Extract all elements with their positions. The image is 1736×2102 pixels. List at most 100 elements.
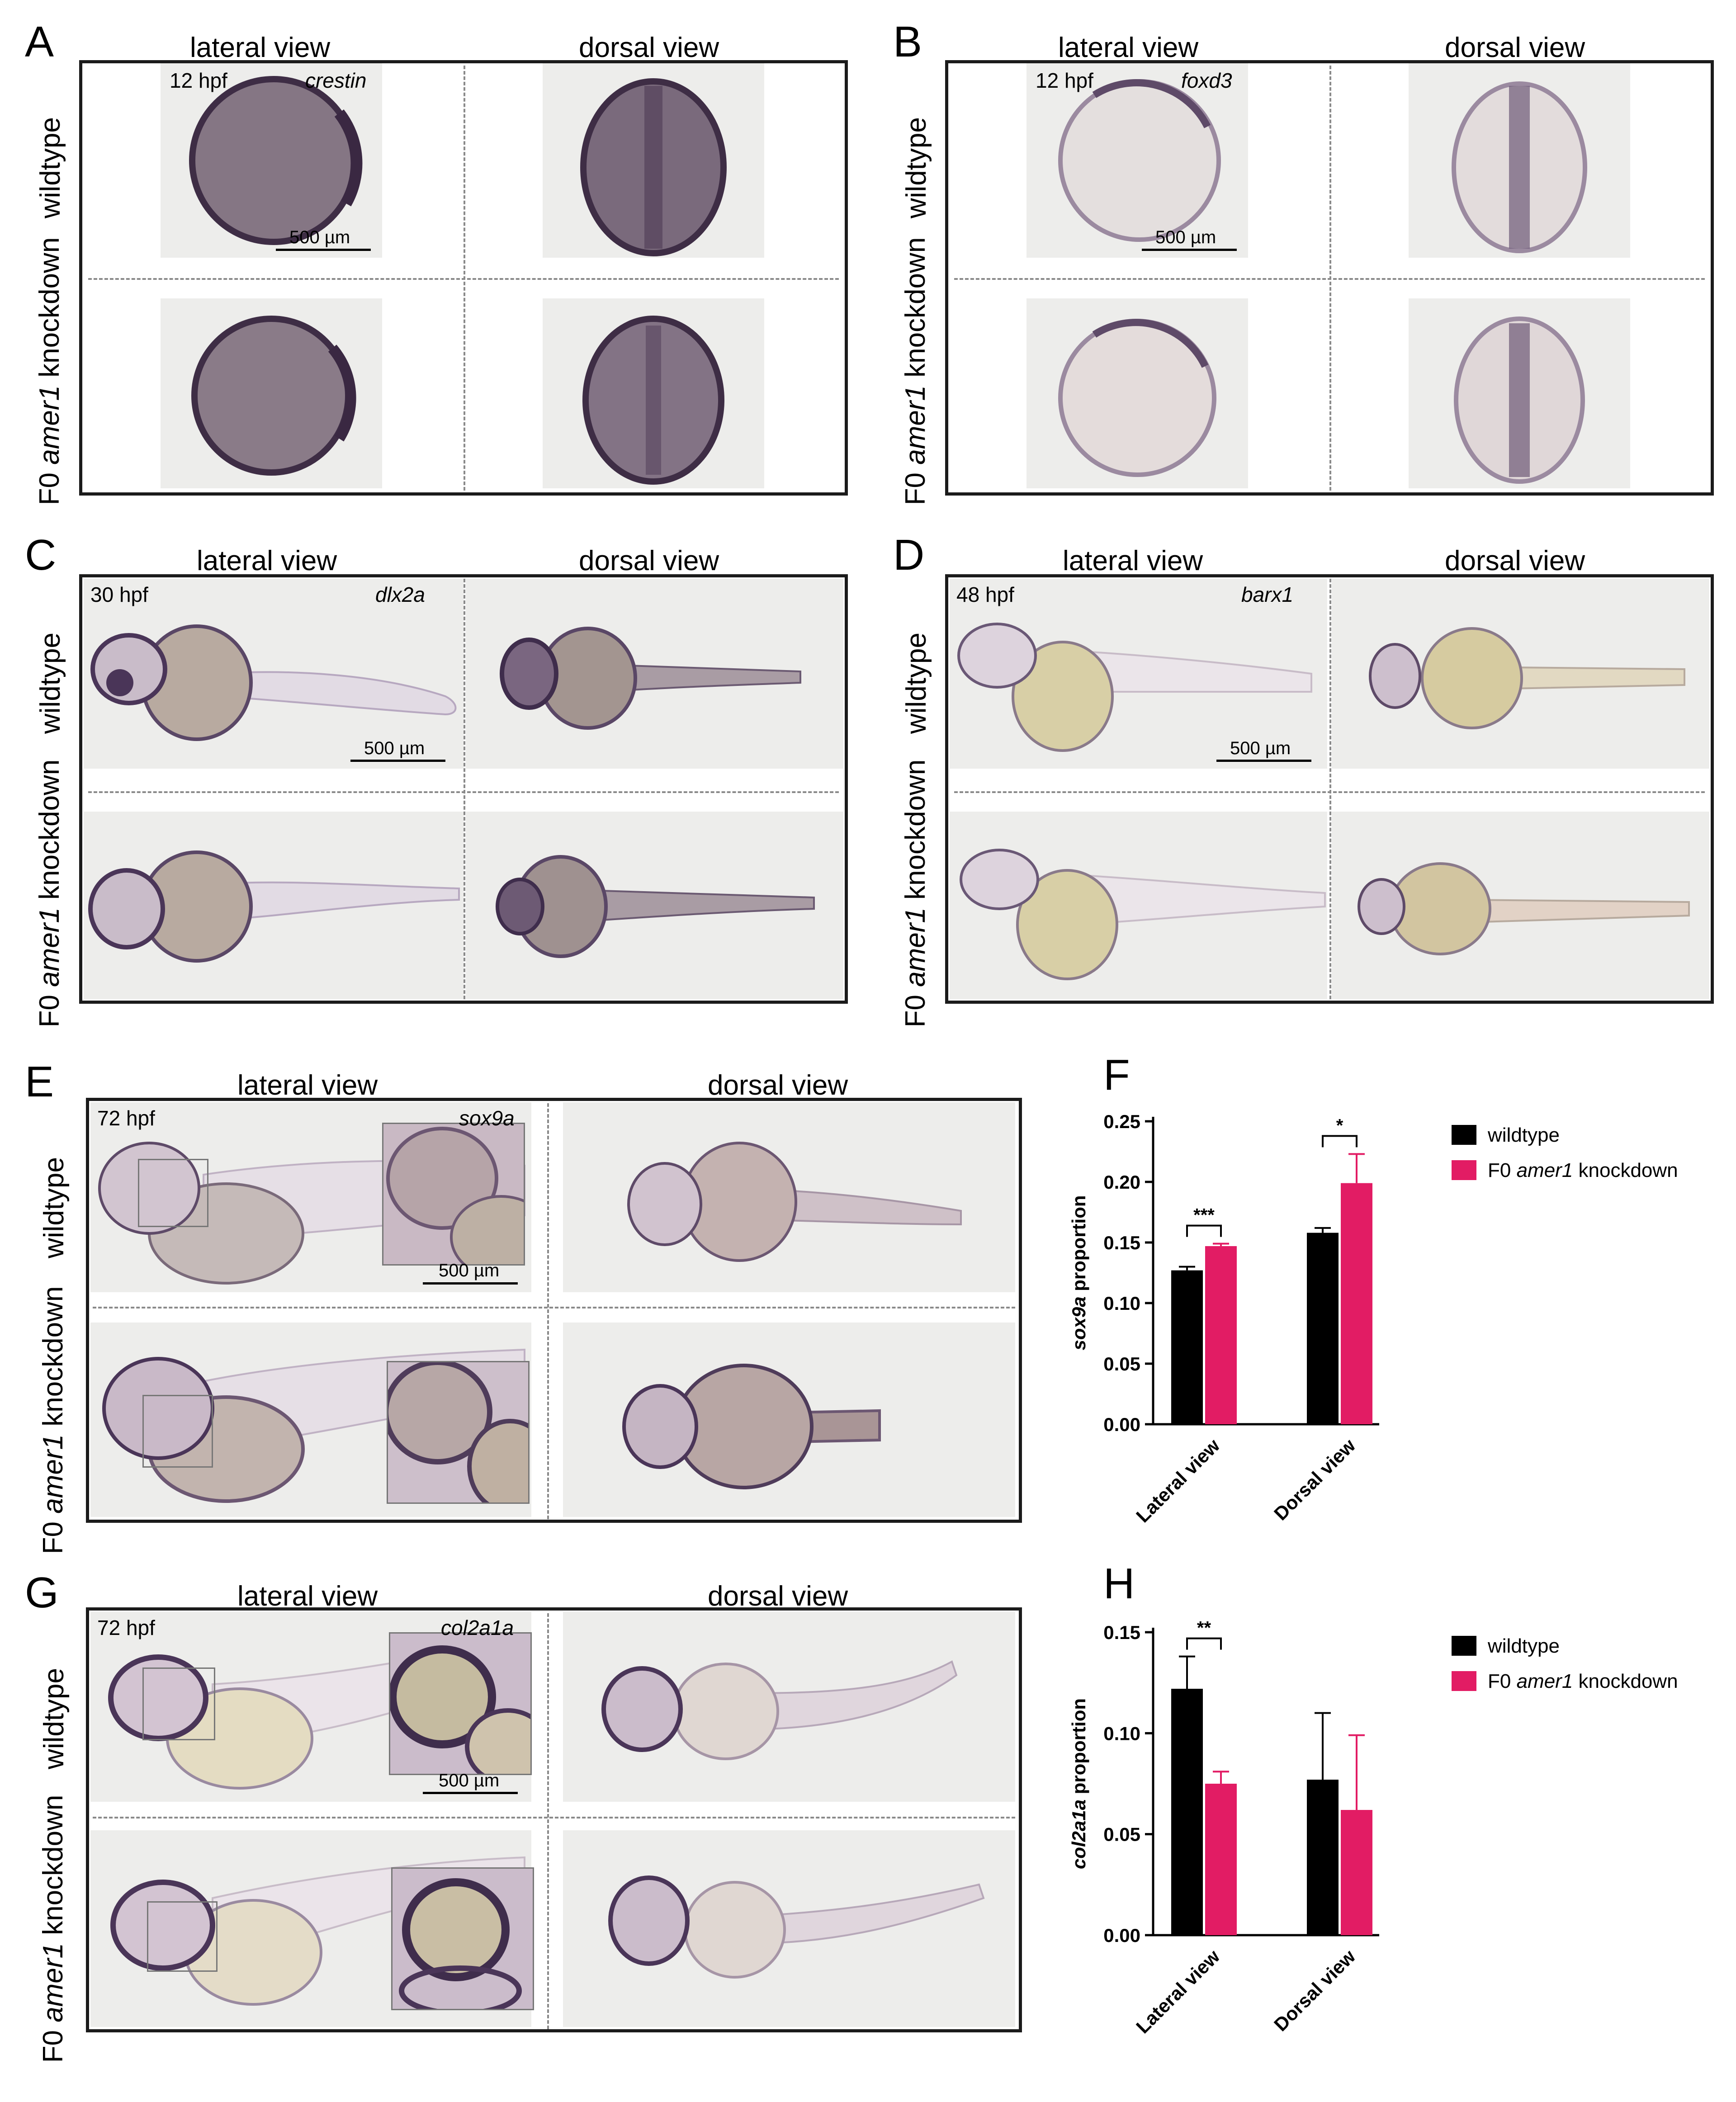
y-tick-label: 0.15: [1103, 1232, 1140, 1253]
panel-g-ko-zoom-box: [147, 1901, 218, 1972]
y-axis-label-gene: sox9a: [1068, 1296, 1089, 1350]
panel-c-scale-label: 500 µm: [364, 738, 425, 758]
panel-letter-b: B: [893, 18, 922, 66]
legend-prefix: F0: [1488, 1159, 1517, 1181]
panel-c-wt-lateral-image: [84, 579, 464, 769]
significance-label: **: [1197, 1618, 1211, 1638]
y-axis-label: col2a1a proportion: [1068, 1698, 1089, 1869]
panel-d-scale-label: 500 µm: [1230, 738, 1291, 758]
legend-suffix: knockdown: [1573, 1670, 1678, 1692]
ko-suffix: knockdown: [900, 759, 931, 908]
x-tick-label: Lateral view: [1132, 1435, 1224, 1526]
panel-a-lateral-header: lateral view: [190, 32, 331, 63]
bar: [1171, 1270, 1203, 1424]
y-tick-label: 0.10: [1103, 1723, 1140, 1744]
bar: [1307, 1233, 1339, 1424]
panel-b-wt-dorsal-image: [1409, 63, 1630, 258]
panel-b-frame: [945, 60, 1714, 496]
panel-letter-d: D: [893, 531, 925, 579]
ko-gene: amer1: [34, 385, 65, 465]
ko-suffix: knockdown: [34, 759, 65, 908]
panel-b-ko-row-label: F0 amer1 knockdown: [900, 213, 931, 529]
panel-g-gene-label: col2a1a: [441, 1616, 514, 1639]
panel-b-ko-lateral-image: [1026, 298, 1248, 488]
chart-h: 0.00 0.05 0.10 0.15 col2a1a proportion Latera…: [1068, 1618, 1678, 2038]
panel-e-gene-label: sox9a: [459, 1106, 515, 1130]
panel-e-frame: [86, 1098, 1022, 1523]
panel-d-ko-lateral-image: [950, 812, 1327, 999]
panel-a-scale-label: 500 µm: [289, 227, 350, 247]
panel-c-frame: [79, 574, 848, 1004]
panel-a-gene-label: crestin: [305, 69, 367, 92]
panel-g-col-divider: [547, 1613, 549, 2029]
y-tick-label: 0.10: [1103, 1293, 1140, 1314]
panel-d-wt-row-label: wildtype: [901, 633, 932, 734]
panel-g-scale-bar: [423, 1792, 518, 1794]
panel-g-wt-dorsal-image: [563, 1612, 1015, 1802]
ko-prefix: F0: [34, 464, 65, 505]
y-axis-label: sox9a proportion: [1068, 1195, 1089, 1350]
panel-letter-c: C: [25, 531, 57, 579]
panel-g-lateral-header: lateral view: [237, 1581, 378, 1612]
panel-g-scale-label: 500 µm: [439, 1771, 500, 1790]
ko-gene: amer1: [34, 907, 65, 987]
ko-prefix: F0: [34, 987, 65, 1028]
ko-gene: amer1: [38, 1434, 69, 1514]
panel-a-dorsal-header: dorsal view: [579, 32, 719, 63]
ko-gene: amer1: [900, 907, 931, 987]
panel-g-frame: [86, 1607, 1022, 2032]
ko-prefix: F0: [38, 2022, 69, 2063]
legend-swatch: [1452, 1636, 1476, 1656]
panel-c-wt-row-label: wildtype: [35, 633, 66, 734]
panel-e-dorsal-header: dorsal view: [708, 1070, 848, 1101]
panel-b-lateral-header: lateral view: [1058, 32, 1199, 63]
panel-d-frame: [945, 574, 1714, 1004]
panel-b-wt-lateral-image: [1026, 63, 1248, 258]
panel-b-stage-label: 12 hpf: [1036, 69, 1093, 92]
panel-b-col-divider: [1329, 66, 1331, 491]
panel-c-gene-label: dlx2a: [375, 583, 425, 606]
panel-letter-h: H: [1103, 1559, 1135, 1608]
ko-suffix: knockdown: [900, 237, 931, 386]
panel-g-stage-label: 72 hpf: [97, 1616, 155, 1639]
legend-label: wildtype: [1487, 1124, 1560, 1146]
panel-a-wt-row-label: wildtype: [35, 117, 66, 218]
bar: [1205, 1246, 1237, 1424]
panel-d-dorsal-header: dorsal view: [1445, 545, 1585, 576]
y-axis-label-gene: col2a1a: [1068, 1800, 1089, 1869]
panel-b-ko-dorsal-image: [1409, 298, 1630, 488]
panel-e-lateral-header: lateral view: [237, 1070, 378, 1101]
legend-label: wildtype: [1487, 1635, 1560, 1657]
bar: [1171, 1689, 1203, 1935]
panel-c-ko-row-label: F0 amer1 knockdown: [34, 735, 65, 1052]
x-tick-label: Lateral view: [1132, 1946, 1224, 2037]
panel-d-gene-label: barx1: [1241, 583, 1294, 606]
panel-e-wt-zoom-box: [138, 1159, 208, 1227]
y-axis-label-suffix: proportion: [1068, 1698, 1089, 1800]
panel-letter-e: E: [25, 1058, 54, 1106]
x-tick-label: Dorsal view: [1270, 1946, 1360, 2036]
panel-a-wt-lateral-image: [161, 63, 382, 258]
panel-a-ko-dorsal-image: [543, 298, 764, 488]
y-tick-label: 0.05: [1103, 1353, 1140, 1375]
panel-e-scale-bar: [423, 1282, 518, 1285]
panel-a-ko-lateral-image: [161, 298, 382, 488]
panel-d-wt-lateral-image: [950, 579, 1327, 769]
legend-swatch: [1452, 1671, 1476, 1691]
significance-bracket: [1186, 1637, 1222, 1650]
ko-prefix: F0: [900, 464, 931, 505]
legend-gene: amer1: [1517, 1159, 1573, 1181]
panel-g-wt-inset: [389, 1632, 532, 1775]
panel-a-col-divider: [464, 66, 465, 491]
panel-c-scale-bar: [350, 760, 445, 762]
panel-a-wt-dorsal-image: [543, 63, 764, 258]
panel-e-stage-label: 72 hpf: [97, 1106, 155, 1130]
panel-e-ko-lateral-image: [90, 1323, 531, 1517]
panel-d-lateral-header: lateral view: [1063, 545, 1203, 576]
panel-g-ko-lateral-image: [90, 1830, 531, 2027]
bar: [1341, 1810, 1372, 1935]
panel-e-scale-label: 500 µm: [439, 1261, 500, 1280]
panel-g-wt-row-label: wildtype: [38, 1668, 70, 1769]
ko-suffix: knockdown: [34, 237, 65, 386]
panel-letter-g: G: [25, 1568, 59, 1617]
